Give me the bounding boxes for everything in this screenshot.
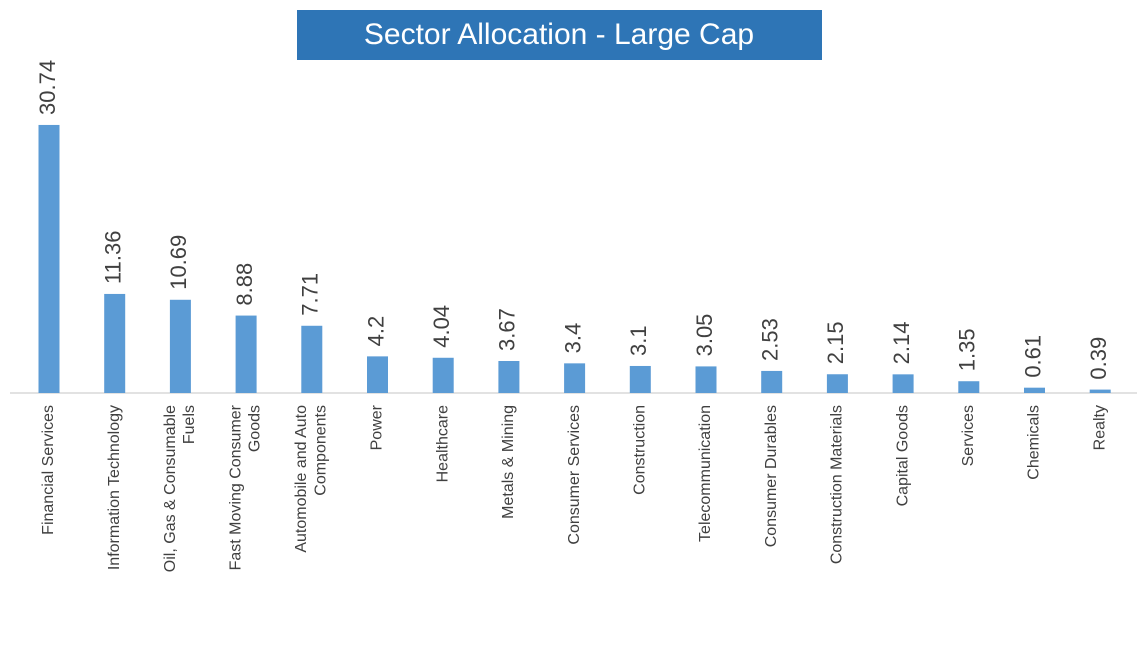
- x-tick-label: Telecommunication: [697, 405, 714, 542]
- bar: [498, 360, 520, 393]
- value-label: 2.14: [889, 322, 914, 365]
- value-label: 0.61: [1020, 335, 1045, 378]
- value-label: 3.67: [495, 308, 520, 351]
- bar: [695, 366, 717, 393]
- x-tick-label: Fast Moving Consumer Goods: [228, 404, 264, 570]
- bar: [235, 315, 257, 393]
- x-tick-label: Information Technology: [106, 405, 123, 570]
- value-label: 1.35: [955, 328, 980, 371]
- value-label: 11.36: [101, 231, 126, 284]
- x-tick-label: Chemicals: [1026, 405, 1043, 480]
- bar: [301, 325, 323, 393]
- value-label: 3.4: [560, 323, 585, 354]
- value-label: 3.05: [692, 314, 717, 357]
- x-tick-label: Power: [369, 404, 386, 450]
- chart-title: Sector Allocation - Large Cap: [364, 18, 754, 51]
- value-label: 2.53: [758, 318, 783, 361]
- value-label: 2.15: [823, 321, 848, 364]
- x-tick-label: Automobile and Auto Components: [293, 405, 329, 553]
- x-tick-label: Consumer Services: [566, 405, 583, 545]
- x-tick-label: Oil, Gas & Consumable Fuels: [162, 405, 198, 572]
- bar: [629, 365, 651, 393]
- x-tick-label: Construction: [632, 405, 649, 495]
- x-tick-label: Metals & Mining: [500, 405, 517, 519]
- bar: [367, 356, 388, 393]
- bar: [1024, 387, 1045, 393]
- value-label: 0.39: [1086, 337, 1111, 380]
- bar: [826, 374, 848, 393]
- value-label: 30.74: [35, 60, 60, 115]
- x-tick-label: Construction Materials: [829, 405, 846, 564]
- bar: [38, 124, 60, 393]
- x-tick-label: Capital Goods: [894, 405, 911, 506]
- x-tick-label: Services: [960, 405, 977, 466]
- value-label: 3.1: [626, 325, 651, 356]
- bar: [564, 363, 586, 393]
- bar: [761, 370, 783, 393]
- bar: [432, 357, 454, 393]
- value-label: 8.88: [232, 263, 257, 306]
- value-label: 4.04: [429, 305, 454, 348]
- x-tick-label: Consumer Durables: [763, 405, 780, 547]
- x-tick-label: Healthcare: [434, 405, 451, 482]
- x-tick-label: Realty: [1091, 405, 1108, 450]
- bar: [1089, 389, 1111, 393]
- bar: [104, 293, 126, 393]
- value-label: 10.69: [166, 235, 191, 290]
- title-box: [297, 10, 822, 60]
- bar: [958, 381, 980, 393]
- bar: [892, 374, 914, 393]
- value-label: 7.71: [298, 273, 323, 316]
- value-label: 4.2: [363, 316, 388, 347]
- bar: [169, 299, 191, 393]
- x-tick-label: Financial Services: [40, 405, 57, 535]
